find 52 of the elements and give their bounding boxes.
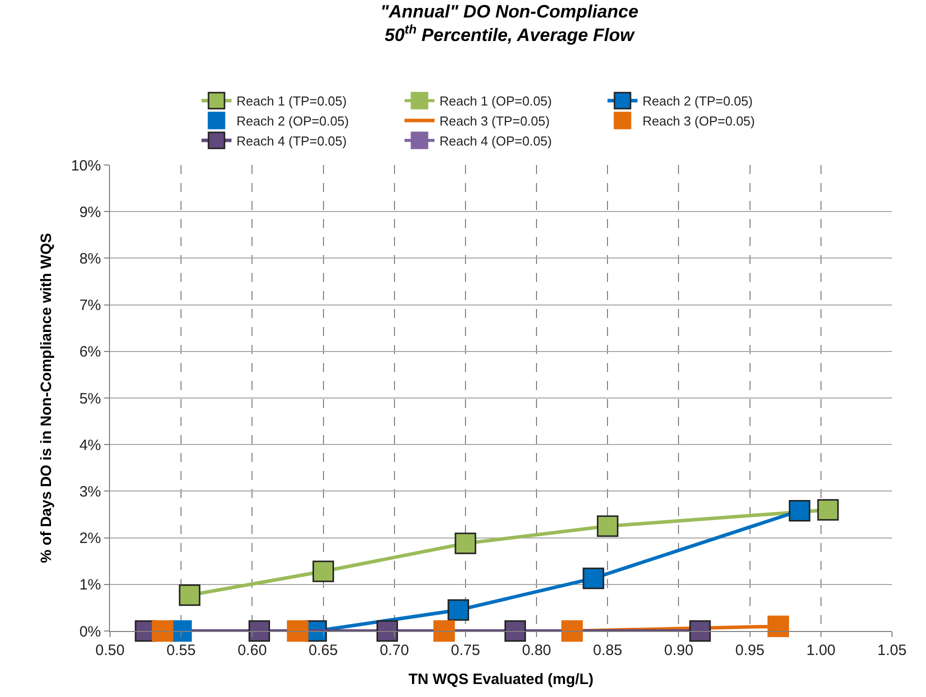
y-tick-label: 10% (70, 157, 101, 174)
point (582, 568, 604, 590)
point (817, 499, 839, 521)
legend-label: Reach 2 (OP=0.05) (236, 114, 349, 129)
y-tick-label: 3% (79, 483, 101, 500)
legend-label: Reach 3 (TP=0.05) (440, 114, 550, 129)
y-tick-label: 6% (79, 344, 101, 361)
point (286, 620, 308, 642)
y-tick-label: 0% (79, 623, 101, 640)
point (376, 620, 398, 642)
y-tick-label: 9% (79, 204, 101, 221)
point (433, 620, 455, 642)
y-tick-label: 1% (79, 576, 101, 594)
point (689, 620, 711, 642)
legend-label: Reach 1 (TP=0.05) (236, 94, 347, 109)
point (561, 620, 583, 642)
legend-label: Reach 3 (OP=0.05) (642, 114, 755, 129)
x-tick-label: 0.60 (238, 642, 267, 659)
point (768, 616, 789, 638)
point (596, 515, 618, 537)
x-tick-label: 0.75 (450, 642, 480, 659)
point (178, 584, 200, 606)
point (504, 620, 526, 642)
y-tick-label: 8% (79, 250, 101, 268)
y-tick-label: 4% (79, 436, 101, 454)
point (248, 620, 270, 642)
point (152, 620, 174, 642)
y-axis-title: % of Days DO is in Non-Compliance with WQS (38, 232, 56, 564)
legend-label: Reach 2 (TP=0.05) (642, 94, 753, 109)
x-tick-label: 0.95 (735, 642, 764, 659)
x-tick-label: 1.05 (877, 642, 907, 659)
legend-label: Reach 1 (OP=0.05) (440, 94, 552, 109)
point (454, 532, 476, 554)
chart-subtitle: 50$^{th}$ Percentile, Average Flow (384, 22, 635, 45)
legend-label: Reach 4 (TP=0.05) (236, 134, 347, 148)
y-tick-label: 2% (79, 530, 101, 548)
x-tick-label: 0.65 (308, 642, 338, 659)
y-tick-label: 7% (79, 297, 101, 314)
point (312, 560, 334, 582)
x-tick-label: 0.55 (166, 642, 196, 659)
x-tick-label: 0.85 (593, 642, 622, 659)
x-tick-label: 0.70 (380, 642, 409, 659)
point (448, 599, 470, 621)
x-tick-label: 0.80 (522, 642, 552, 659)
y-tick-label: 5% (79, 390, 101, 408)
legend-label: Reach 4 (OP=0.05) (440, 134, 552, 148)
x-tick-label: 1.00 (806, 642, 836, 659)
x-tick-label: 0.50 (95, 642, 125, 659)
chart-title: "Annual" DO Non-Compliance (380, 1, 638, 22)
x-tick-label: 0.90 (664, 642, 694, 659)
x-axis-title: TN WQS Evaluated (mg/L) (408, 671, 594, 688)
point (788, 500, 810, 522)
